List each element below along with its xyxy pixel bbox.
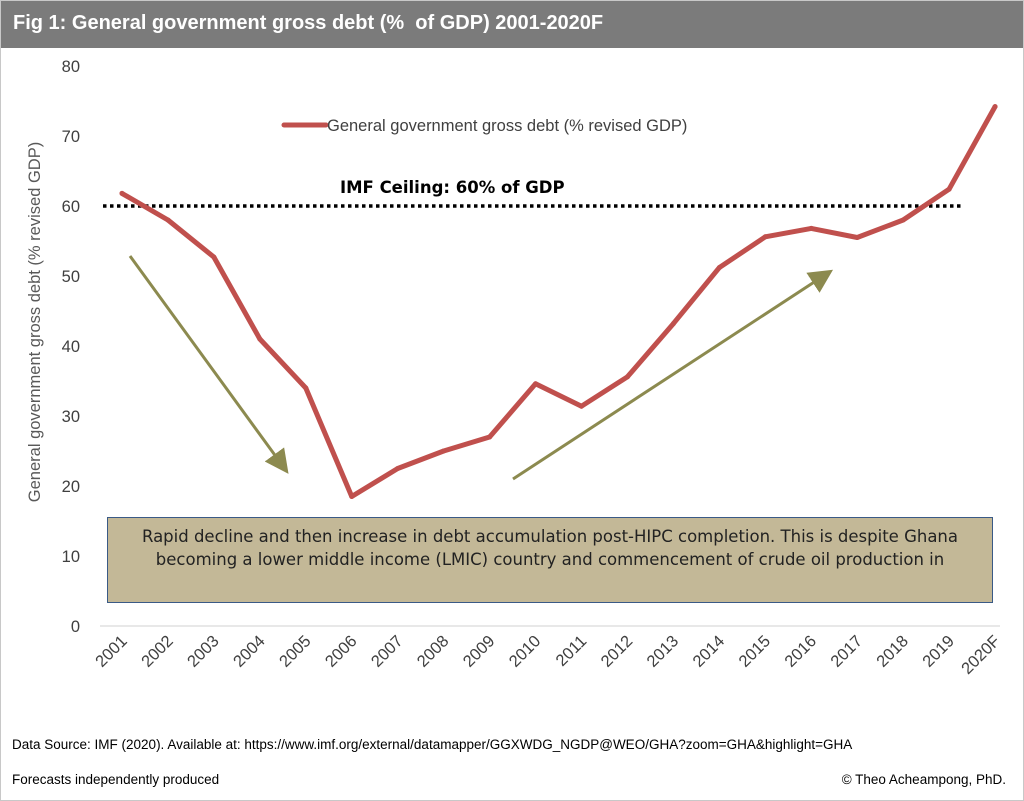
data-point — [533, 381, 539, 387]
y-tick-label: 40 — [62, 338, 80, 356]
data-point — [395, 466, 401, 471]
y-axis-title: General government gross debt (% revised… — [26, 142, 44, 502]
x-tick-label: 2008 — [414, 632, 453, 671]
x-tick-label: 2007 — [368, 632, 407, 671]
x-tick-label: 2009 — [460, 632, 499, 671]
y-tick-label: 70 — [62, 128, 80, 146]
x-tick-label: 2002 — [138, 632, 177, 671]
imf-ceiling-label: IMF Ceiling: 60% of GDP — [340, 178, 565, 197]
x-tick-label: 2005 — [276, 632, 315, 671]
data-point — [716, 265, 722, 271]
data-point — [303, 385, 309, 391]
x-tick-label: 2010 — [506, 632, 545, 671]
data-point — [165, 217, 171, 223]
x-tick-label: 2017 — [827, 632, 866, 671]
data-point — [670, 321, 676, 327]
decline-arrow — [128, 255, 289, 474]
chart-title: Fig 1: General government gross debt (% … — [13, 12, 604, 34]
data-point — [441, 448, 447, 454]
y-tick-label: 30 — [62, 408, 80, 426]
data-point — [624, 374, 630, 380]
x-tick-label: 2001 — [92, 632, 131, 671]
legend-label: General government gross debt (% revised… — [327, 117, 687, 135]
x-tick-label: 2018 — [873, 632, 912, 671]
x-tick-label: 2006 — [322, 632, 361, 671]
data-point — [992, 104, 998, 110]
data-source: Data Source: IMF (2020). Available at: h… — [12, 737, 853, 752]
x-tick-label: 2016 — [781, 632, 820, 671]
x-tick-label: 2013 — [644, 632, 683, 671]
x-tick-label: 2004 — [230, 632, 269, 671]
x-tick-label: 2014 — [689, 632, 728, 671]
x-tick-label: 2012 — [598, 632, 637, 671]
x-tick-label: 2015 — [735, 632, 774, 671]
x-tick-label: 2019 — [919, 632, 958, 671]
increase-arrow — [512, 269, 834, 481]
y-tick-label: 0 — [71, 618, 80, 636]
x-tick-label: 2020F — [958, 632, 1004, 678]
annotation-text: Rapid decline and then increase in debt … — [141, 527, 959, 569]
x-tick-label: 2003 — [184, 632, 223, 671]
y-tick-label: 10 — [62, 548, 80, 566]
annotation-box: Rapid decline and then increase in debt … — [107, 517, 993, 603]
data-point — [854, 235, 860, 240]
data-point — [900, 217, 906, 223]
data-point — [211, 254, 217, 260]
data-point — [808, 225, 814, 231]
data-point — [762, 234, 768, 240]
y-tick-label: 60 — [62, 198, 80, 216]
y-tick-label: 50 — [62, 268, 80, 286]
data-point — [349, 494, 355, 499]
x-tick-label: 2011 — [553, 632, 591, 670]
title-bar: Fig 1: General government gross debt (% … — [1, 1, 1023, 48]
data-point — [257, 336, 263, 342]
y-tick-label: 80 — [62, 58, 80, 76]
data-point — [119, 190, 125, 196]
series-line — [119, 104, 998, 499]
data-point — [579, 403, 584, 409]
y-tick-label: 20 — [62, 478, 80, 496]
data-point — [487, 434, 493, 440]
forecast-note: Forecasts independently produced — [12, 772, 220, 787]
copyright: © Theo Acheampong, PhD. — [841, 772, 1006, 787]
data-point — [946, 186, 952, 192]
